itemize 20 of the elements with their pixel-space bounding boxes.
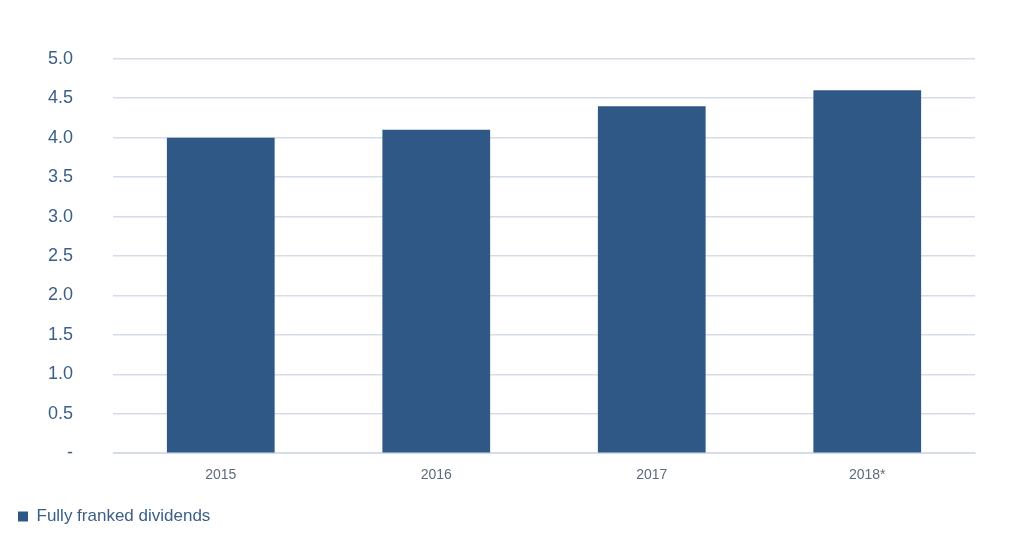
y-tick-label: 2.0 [47,284,74,305]
bar [382,129,491,453]
y-tick-label: - [67,442,74,463]
x-tick-label: 2015 [205,466,237,483]
x-tick-label: 2017 [636,466,668,483]
y-tick-label: 2.5 [47,244,74,265]
bar [597,106,706,453]
y-tick-label: 1.5 [47,323,74,344]
legend-label: Fully franked dividends [36,506,211,526]
y-tick-label: 3.0 [47,205,74,226]
y-tick-label: 5.0 [47,47,74,68]
bar [813,90,922,453]
y-tick-label: 3.5 [47,166,74,187]
y-tick-label: 4.5 [47,87,74,108]
x-tick-label: 2018* [848,466,887,483]
x-tick-label: 2016 [420,466,453,483]
y-tick-label: 0.5 [47,402,74,423]
y-tick-label: 1.0 [47,363,74,384]
y-tick-label: 4.0 [47,126,74,147]
bar [166,137,275,453]
